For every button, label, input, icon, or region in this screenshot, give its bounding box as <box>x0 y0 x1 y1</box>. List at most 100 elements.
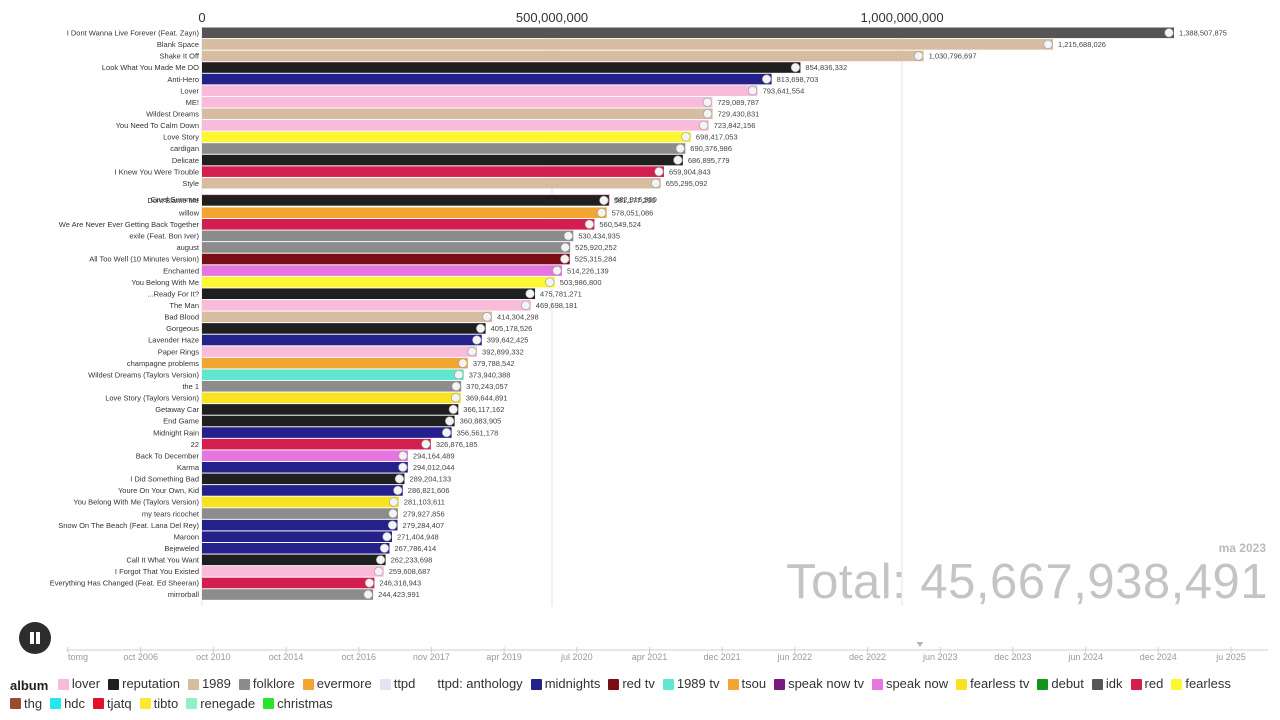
bar-label: You Belong With Me (Taylors Version) <box>73 498 199 507</box>
bar-row: Dont Blame Me 581,177,290 <box>147 195 656 206</box>
bar-label: We Are Never Ever Getting Back Together <box>59 220 200 229</box>
bar-label: I Forgot That You Existed <box>115 567 199 576</box>
bar-row: Getaway Car 366,117,162 <box>155 404 504 415</box>
bar-image <box>563 231 573 241</box>
bar-image <box>675 143 685 154</box>
legend-item[interactable]: red <box>1130 675 1163 693</box>
legend-item[interactable]: ttpd: anthology <box>423 675 523 693</box>
bar-label: Bejeweled <box>164 544 199 553</box>
bar-value-label: 525,920,252 <box>575 243 617 252</box>
legend-item[interactable]: tsou <box>727 675 766 693</box>
bar-row: the 1 370,243,057 <box>182 380 508 392</box>
bar <box>202 519 398 531</box>
bar-label: I Knew You Were Trouble <box>115 167 200 176</box>
legend-item[interactable]: reputation <box>108 675 180 693</box>
bar-label: ...Ready For It? <box>147 289 199 298</box>
bar <box>202 438 431 450</box>
bar-row: Wildest Dreams 729,430,831 <box>146 108 760 120</box>
legend-item[interactable]: red tv <box>608 675 655 693</box>
bar-image <box>388 508 398 519</box>
legend-item[interactable]: ttpd <box>379 675 415 693</box>
timeline-label: oct 2014 <box>269 652 304 662</box>
legend-item[interactable]: idk <box>1091 675 1123 693</box>
bar-row: Bad Blood 414,304,298 <box>164 311 539 323</box>
bar-value-label: 246,318,943 <box>379 579 421 588</box>
bar <box>202 62 801 73</box>
legend-item[interactable]: folklore <box>238 675 295 693</box>
bar-image <box>476 323 486 334</box>
bar-value-label: 326,876,185 <box>436 440 478 449</box>
bar-row: cardigan 690,376,986 <box>170 143 732 154</box>
legend-item[interactable]: fearless tv <box>956 675 1029 693</box>
pause-button[interactable] <box>19 622 51 654</box>
legend-item[interactable]: hdc <box>50 695 85 713</box>
bar-label: The Man <box>169 301 199 310</box>
bar-label: Paper Rings <box>158 347 200 356</box>
bar-image <box>521 300 531 310</box>
bar-image <box>681 132 691 142</box>
bar <box>202 566 384 577</box>
bar-row: my tears ricochet 279,927,856 <box>142 508 445 519</box>
legend-item[interactable]: tibto <box>139 695 178 713</box>
bar-label: Shake It Off <box>160 52 200 61</box>
bar-row: ME! 729,089,787 <box>186 96 759 108</box>
legend-item[interactable]: tjatq <box>93 695 132 713</box>
timeline-marker[interactable] <box>916 642 924 647</box>
bar-label: Back To December <box>136 451 200 460</box>
legend-item[interactable]: speak now tv <box>774 675 864 693</box>
bar-row: Call It What You Want 262,233,698 <box>126 554 432 566</box>
bar-row: Shake It Off 1,030,796,697 <box>160 50 977 62</box>
legend-item[interactable]: debut <box>1037 675 1084 693</box>
bar <box>202 166 664 177</box>
legend-item[interactable]: fearless <box>1171 675 1231 693</box>
bar-value-label: 281,103,611 <box>404 498 445 507</box>
bar-label: cardigan <box>170 144 199 153</box>
legend-item[interactable]: speak now <box>871 675 948 693</box>
bar-row: exile (Feat. Bon Iver) 530,434,935 <box>129 230 620 242</box>
bar-image <box>398 462 408 472</box>
bar <box>202 461 408 473</box>
legend-item[interactable]: lover <box>57 675 100 693</box>
bar-image <box>1164 28 1174 38</box>
bar-label: End Game <box>163 417 199 426</box>
legend-item[interactable]: thg <box>10 695 42 713</box>
bar-image <box>393 485 403 496</box>
bar <box>202 415 455 427</box>
legend-swatch <box>238 678 250 690</box>
legend-label: 1989 tv <box>676 676 720 691</box>
legend-item[interactable]: midnights <box>530 675 600 693</box>
legend-swatch <box>956 678 968 690</box>
legend-item[interactable]: 1989 tv <box>662 675 720 693</box>
timeline-label: jun 2024 <box>1067 652 1103 662</box>
bar-row: Karma 294,012,044 <box>177 461 455 473</box>
bar <box>202 542 390 554</box>
bar-value-label: 560,549,524 <box>599 220 641 229</box>
bar-image <box>454 370 464 380</box>
bar-image <box>389 497 399 507</box>
bar-image <box>552 265 562 276</box>
bar-label: All Too Well (10 Minutes Version) <box>89 255 199 264</box>
legend-item[interactable]: 1989 <box>187 675 231 693</box>
legend-item[interactable]: renegade <box>186 695 255 713</box>
bar-row: mirrorball 244,423,991 <box>168 589 420 600</box>
legend-label: fearless <box>1185 676 1231 691</box>
bar-value-label: 729,430,831 <box>718 109 760 118</box>
legend-item[interactable]: evermore <box>302 675 372 693</box>
legend-item[interactable]: christmas <box>263 695 333 713</box>
bar-label: Getaway Car <box>155 405 199 414</box>
legend-swatch <box>50 698 62 709</box>
bar <box>202 73 772 85</box>
bar-value-label: 1,388,507,875 <box>1179 29 1227 38</box>
bar-image <box>379 543 390 553</box>
legend-title: album <box>10 677 49 693</box>
bar-image <box>482 312 492 322</box>
bar-row: Gorgeous 405,178,526 <box>166 323 532 334</box>
bar <box>202 485 403 496</box>
bar-value-label: 723,842,156 <box>714 121 756 130</box>
bar-label: Snow On The Beach (Feat. Lana Del Rey) <box>58 521 199 530</box>
timeline-label: ju 2025 <box>1215 652 1246 662</box>
bar-label: Karma <box>177 463 200 472</box>
bar-image <box>458 358 468 368</box>
bar-value-label: 259,608,687 <box>389 567 431 576</box>
